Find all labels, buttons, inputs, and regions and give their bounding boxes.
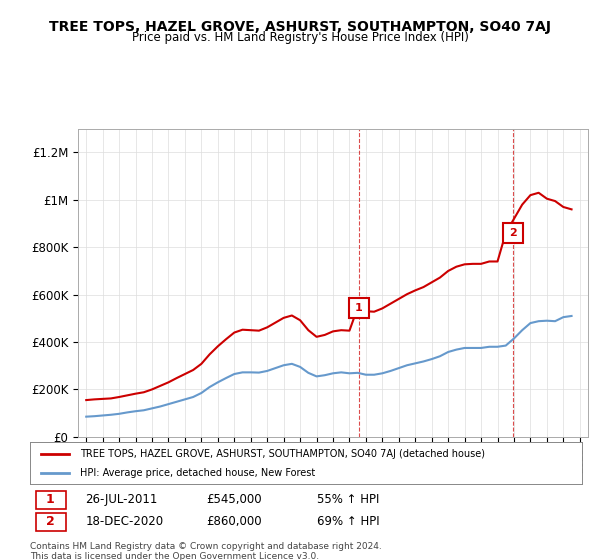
Text: 18-DEC-2020: 18-DEC-2020 [85,515,163,529]
Text: 1: 1 [46,493,55,506]
Text: 2: 2 [509,228,517,238]
FancyBboxPatch shape [35,513,66,531]
Text: Contains HM Land Registry data © Crown copyright and database right 2024.
This d: Contains HM Land Registry data © Crown c… [30,542,382,560]
Text: 2: 2 [46,515,55,529]
Text: TREE TOPS, HAZEL GROVE, ASHURST, SOUTHAMPTON, SO40 7AJ: TREE TOPS, HAZEL GROVE, ASHURST, SOUTHAM… [49,20,551,34]
Text: 55% ↑ HPI: 55% ↑ HPI [317,493,379,506]
Text: TREE TOPS, HAZEL GROVE, ASHURST, SOUTHAMPTON, SO40 7AJ (detached house): TREE TOPS, HAZEL GROVE, ASHURST, SOUTHAM… [80,449,485,459]
Text: £545,000: £545,000 [206,493,262,506]
Text: HPI: Average price, detached house, New Forest: HPI: Average price, detached house, New … [80,468,315,478]
Text: Price paid vs. HM Land Registry's House Price Index (HPI): Price paid vs. HM Land Registry's House … [131,31,469,44]
Text: 26-JUL-2011: 26-JUL-2011 [85,493,158,506]
Text: 1: 1 [355,302,363,312]
Text: 69% ↑ HPI: 69% ↑ HPI [317,515,380,529]
Text: £860,000: £860,000 [206,515,262,529]
FancyBboxPatch shape [35,491,66,508]
